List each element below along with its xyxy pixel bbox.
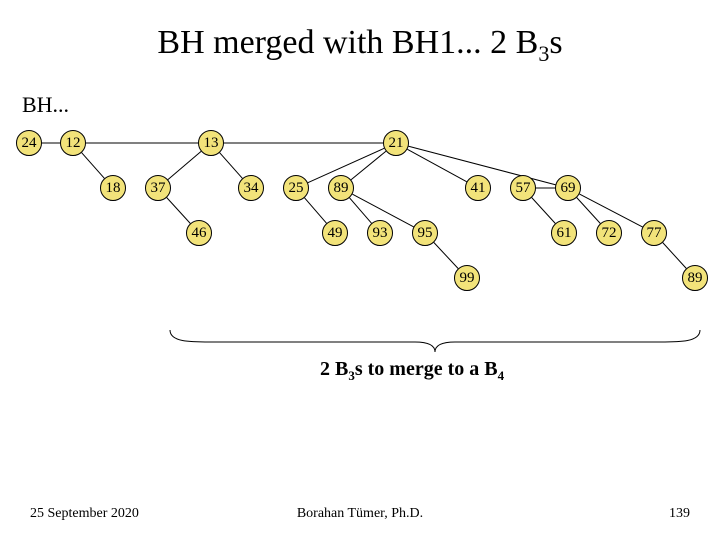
- node-n93: 93: [367, 220, 393, 246]
- node-n95: 95: [412, 220, 438, 246]
- node-n41: 41: [465, 175, 491, 201]
- node-n37: 37: [145, 175, 171, 201]
- edge: [434, 243, 458, 269]
- edge: [167, 198, 190, 224]
- edge: [350, 198, 372, 223]
- edge: [220, 153, 243, 179]
- slide-title: BH merged with BH1... 2 B3s: [0, 24, 720, 67]
- node-n69: 69: [555, 175, 581, 201]
- footer-author: Borahan Tümer, Ph.D.: [0, 506, 720, 522]
- node-n49: 49: [322, 220, 348, 246]
- slide: BH merged with BH1... 2 B3s BH... 24 12 18…: [0, 0, 720, 540]
- node-n34: 34: [238, 175, 264, 201]
- node-n21: 21: [383, 130, 409, 156]
- edge: [168, 151, 201, 179]
- node-n89a: 89: [328, 175, 354, 201]
- footer-page: 139: [669, 506, 690, 522]
- node-n99: 99: [454, 265, 480, 291]
- node-n57: 57: [510, 175, 536, 201]
- node-n13: 13: [198, 130, 224, 156]
- edge: [407, 149, 466, 181]
- node-n89b: 89: [682, 265, 708, 291]
- node-n72: 72: [596, 220, 622, 246]
- edge: [305, 198, 327, 223]
- merge-label: 2 B3s to merge to a B4: [320, 358, 504, 384]
- node-n77: 77: [641, 220, 667, 246]
- node-n24: 24: [16, 130, 42, 156]
- node-n12: 12: [60, 130, 86, 156]
- edge: [532, 198, 555, 224]
- underbrace: [170, 330, 700, 352]
- node-n46: 46: [186, 220, 212, 246]
- node-n25: 25: [283, 175, 309, 201]
- edge: [351, 151, 386, 180]
- node-n18: 18: [100, 175, 126, 201]
- edge: [663, 243, 686, 269]
- node-n61: 61: [551, 220, 577, 246]
- edges-layer: [0, 0, 720, 540]
- edge: [82, 153, 105, 179]
- bh-label: BH...: [22, 92, 69, 118]
- edge: [577, 198, 600, 224]
